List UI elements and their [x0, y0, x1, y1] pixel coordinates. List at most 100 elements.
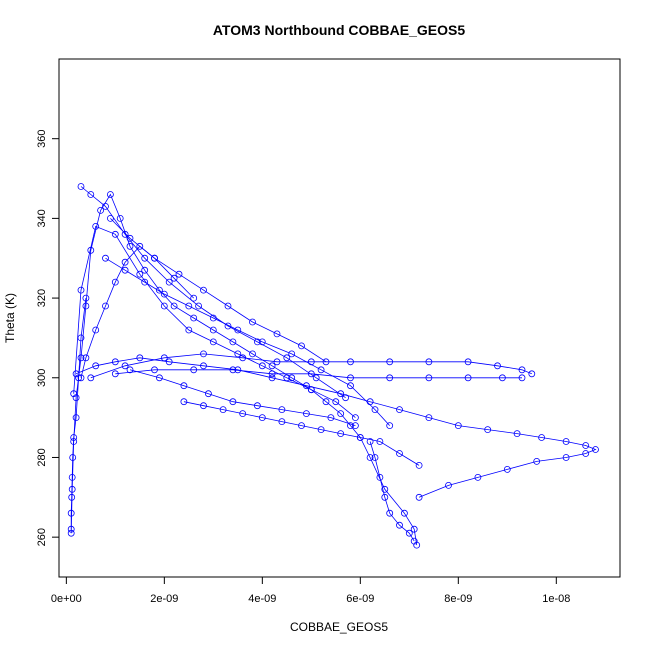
data-series	[77, 242, 198, 382]
data-point	[82, 302, 90, 310]
data-point	[72, 394, 80, 402]
y-tick-label: 360	[36, 130, 48, 148]
data-point	[298, 342, 305, 350]
x-tick-label: 0e+00	[51, 593, 82, 605]
data-point	[405, 529, 413, 537]
data-point	[102, 254, 109, 262]
data-series	[67, 191, 421, 549]
data-point	[592, 446, 599, 453]
data-point	[376, 438, 384, 445]
data-point	[268, 374, 276, 382]
data-series	[102, 254, 394, 430]
data-point	[347, 358, 354, 366]
x-axis-label: COBBAE_GEOS5	[290, 620, 388, 634]
series-line	[70, 298, 87, 530]
data-point	[351, 422, 359, 430]
data-point	[165, 278, 173, 286]
data-point	[386, 509, 394, 517]
data-point	[396, 406, 403, 414]
data-point	[141, 266, 149, 274]
data-point	[322, 358, 330, 366]
data-point	[121, 362, 129, 370]
data-point	[249, 350, 256, 358]
data-point	[337, 430, 345, 438]
data-point	[312, 374, 320, 382]
data-point	[67, 525, 75, 533]
data-point	[136, 270, 144, 278]
data-point	[70, 390, 78, 398]
data-point	[82, 294, 90, 302]
series-line	[70, 193, 418, 546]
data-point	[229, 398, 237, 406]
data-point	[224, 302, 232, 310]
data-point	[396, 521, 403, 529]
data-point	[170, 302, 178, 310]
data-point	[454, 422, 462, 430]
data-point	[400, 509, 408, 517]
series-line	[129, 369, 356, 426]
data-point	[371, 406, 379, 414]
x-tick-label: 4e-09	[248, 593, 276, 605]
data-point	[513, 430, 521, 438]
data-series	[180, 398, 423, 469]
data-point	[126, 242, 134, 250]
data-point	[253, 402, 261, 410]
data-point	[258, 338, 266, 346]
data-point	[332, 398, 340, 406]
data-series	[107, 214, 330, 366]
data-point	[234, 350, 242, 358]
data-point	[190, 294, 198, 302]
data-series	[126, 366, 359, 430]
data-point	[464, 374, 472, 382]
data-point	[273, 358, 281, 366]
data-series	[111, 366, 526, 382]
data-point	[356, 434, 364, 441]
data-point	[474, 473, 482, 481]
data-point	[180, 382, 188, 390]
data-point	[151, 366, 158, 374]
data-series	[77, 183, 350, 402]
data-point	[538, 434, 545, 441]
x-tick-label: 8e-09	[444, 593, 472, 605]
data-point	[347, 422, 354, 430]
x-tick-label: 1e-08	[542, 593, 570, 605]
data-point	[97, 206, 104, 214]
data-point	[77, 286, 85, 294]
data-point	[92, 222, 100, 230]
data-point	[219, 406, 227, 414]
data-series	[67, 294, 90, 533]
y-axis: 260 280 300 320 340 360	[36, 130, 59, 546]
series-line	[105, 257, 390, 426]
data-point	[121, 258, 129, 266]
data-point	[151, 254, 158, 262]
series-line	[369, 441, 415, 542]
data-point	[72, 414, 80, 422]
data-point	[160, 354, 168, 362]
series-line	[110, 218, 327, 363]
data-point	[82, 354, 90, 362]
data-point	[253, 338, 261, 346]
data-point	[582, 442, 590, 449]
data-point	[204, 390, 212, 398]
data-point	[288, 350, 296, 358]
series-line	[73, 225, 356, 418]
data-point	[102, 202, 109, 210]
data-point	[69, 454, 77, 461]
data-point	[386, 374, 394, 382]
data-point	[209, 326, 217, 334]
data-point	[92, 362, 100, 370]
data-point	[415, 461, 423, 469]
data-series	[70, 222, 359, 422]
data-point	[562, 454, 570, 461]
data-point	[190, 366, 198, 374]
data-point	[160, 302, 168, 310]
data-point	[67, 509, 75, 517]
data-point	[185, 326, 193, 334]
data-point	[77, 334, 85, 342]
data-point	[77, 354, 85, 362]
data-point	[87, 374, 95, 382]
data-point	[258, 362, 266, 370]
data-point	[498, 374, 506, 382]
data-point	[67, 529, 75, 537]
data-point	[278, 418, 286, 426]
